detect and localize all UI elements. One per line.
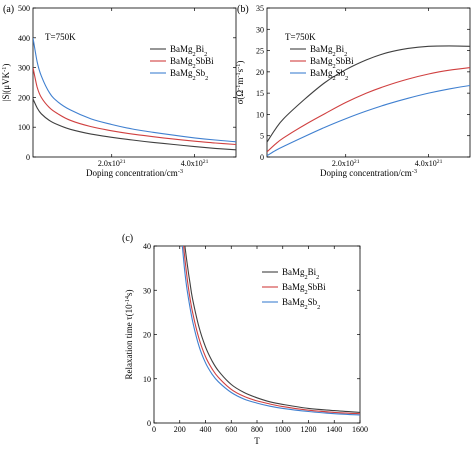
plot-frame [266,7,471,158]
temperature-annotation: T=750K [285,32,316,42]
x-tick-label: 1200 [301,425,317,434]
y-tick-label: 100 [18,123,30,132]
x-tick-label: 0 [152,425,156,434]
y-tick-label: 5 [260,132,264,141]
series-line-1 [33,67,236,146]
y-tick-label: 20 [256,68,264,77]
legend-entry: BaMg2Bi2 [170,44,207,58]
x-tick-label: 4.0x1021 [415,159,443,168]
legend-entry: BaMg2Bi2 [282,267,319,281]
x-axis-label: Doping concentration/cm-3 [86,168,183,179]
legend-entry: BaMg2SbBi [310,56,354,70]
x-axis-label: Doping concentration/cm-3 [320,168,417,179]
y-tick-label: 15 [256,89,264,98]
plot-frame [32,7,237,158]
x-tick-label: 1000 [275,425,291,434]
y-axis-label: |S|(μVK-1) [1,64,12,102]
legend-entry: BaMg2SbBi [170,56,214,70]
y-tick-label: 30 [143,286,151,295]
x-tick-label: 4.0x1021 [181,159,209,168]
y-tick-label: 35 [256,4,264,13]
panel-label: (a) [3,4,14,15]
y-axis-label: σ(Ω-1m-1s-1) [235,61,246,105]
x-tick-label: 2.0x1021 [98,159,126,168]
x-axis-label: T [254,436,260,446]
x-tick-label: 800 [251,425,263,434]
series-line-2 [33,37,236,143]
y-tick-label: 500 [18,4,30,13]
x-tick-label: 2.0x1021 [332,159,360,168]
panel-b: (b) 0 5 10 15 20 25 30 35 2.0x1021 4.0x1021Doping … [235,4,471,178]
legend-entry: BaMg2Sb2 [170,68,208,82]
series-line-1 [267,67,470,153]
x-tick-label: 200 [174,425,186,434]
panel-a: (a) 0 100 200 300 400 500 2.0x1021 4.0x1021Dopin… [1,4,237,178]
x-tick-label: 1600 [352,425,368,434]
series-line-1 [183,246,360,415]
x-tick-label: 1400 [326,425,342,434]
y-tick-label: 20 [143,331,151,340]
y-tick-label: 10 [256,110,264,119]
y-tick-label: 10 [143,375,151,384]
y-tick-label: 40 [143,242,151,251]
x-tick-label: 400 [200,425,212,434]
y-axis-label: Relaxation time τ(10-14s) [124,289,135,379]
temperature-annotation: T=750K [45,32,76,42]
series-line-0 [184,246,360,413]
series-line-0 [267,45,470,143]
y-tick-label: 200 [18,93,30,102]
y-tick-label: 0 [147,419,151,428]
x-tick-label: 600 [225,425,237,434]
y-tick-label: 25 [256,47,264,56]
series-line-2 [267,84,470,157]
legend-entry: BaMg2SbBi [282,282,326,296]
legend-entry: BaMg2Sb2 [282,297,320,311]
panel-label: (c) [122,233,133,244]
series-line-0 [33,98,236,151]
y-tick-label: 0 [260,153,264,162]
legend-entry: BaMg2Bi2 [310,44,347,58]
y-tick-label: 300 [18,64,30,73]
y-tick-label: 30 [256,25,264,34]
y-tick-label: 400 [18,34,30,43]
panel-label: (b) [237,4,249,15]
y-tick-label: 0 [26,153,30,162]
legend-entry: BaMg2Sb2 [310,68,348,82]
series-line-2 [181,246,360,416]
